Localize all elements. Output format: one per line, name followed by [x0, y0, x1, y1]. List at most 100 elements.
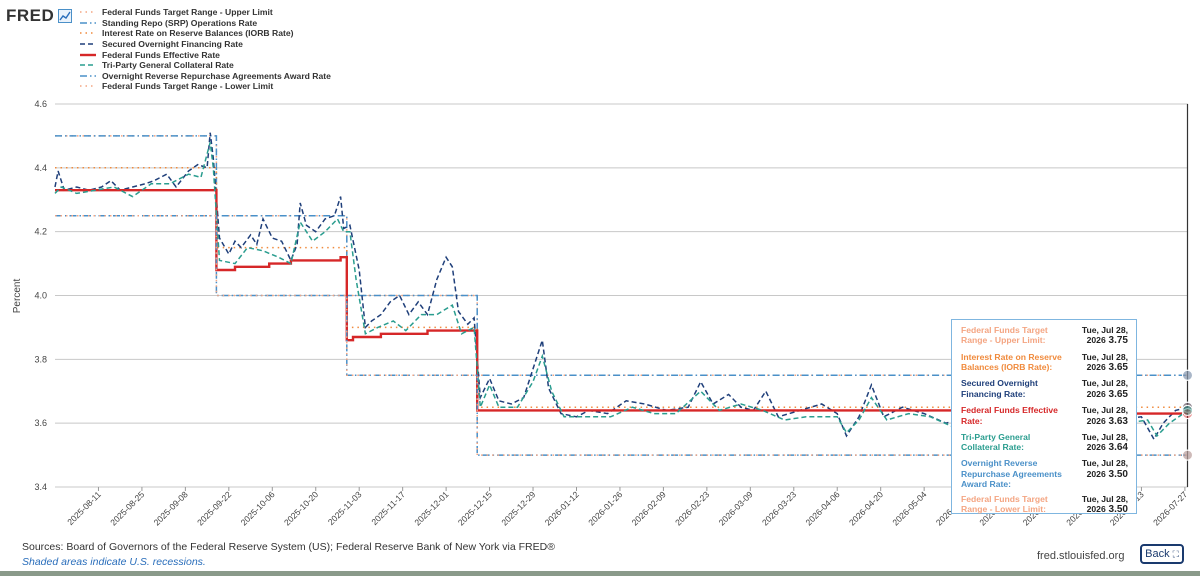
- tooltip-series-name: Secured Overnight Financing Rate:: [961, 378, 1038, 399]
- x-tick-label: 2025-09-08: [152, 489, 190, 527]
- x-tick-label: 2025-08-25: [108, 489, 146, 527]
- tooltip-date: Tue, Jul 28, 2026: [1081, 378, 1128, 399]
- tooltip-value-cell: Tue, Jul 28, 2026 3.64: [1062, 432, 1128, 455]
- x-tick-label: 2026-01-26: [586, 489, 624, 527]
- x-tick-label: 2025-09-22: [195, 489, 233, 527]
- legend-item[interactable]: Secured Overnight Financing Rate: [80, 39, 331, 50]
- site-url[interactable]: fred.stlouisfed.org: [1037, 550, 1125, 562]
- legend-item[interactable]: Interest Rate on Reserve Balances (IORB …: [80, 28, 331, 39]
- legend-label: Federal Funds Target Range - Upper Limit: [102, 7, 273, 18]
- x-tick-label: 2025-12-15: [456, 489, 494, 527]
- x-tick-label: 2025-11-17: [369, 489, 407, 527]
- x-tick-label: 2026-07-27: [1151, 489, 1189, 527]
- back-button[interactable]: Back ⛶: [1140, 544, 1184, 564]
- legend-item[interactable]: Tri-Party General Collateral Rate: [80, 60, 331, 71]
- y-axis-label: Percent: [12, 279, 23, 314]
- x-tick-label: 2026-02-09: [630, 489, 668, 527]
- legend-label: Federal Funds Target Range - Lower Limit: [102, 81, 274, 92]
- tooltip-row: Federal Funds Target Range - Upper Limit…: [961, 325, 1128, 348]
- tooltip-value: 3.65: [1105, 388, 1128, 400]
- legend-item[interactable]: Overnight Reverse Repurchase Agreements …: [80, 71, 331, 82]
- fred-logo[interactable]: FRED: [6, 6, 73, 26]
- line-chart-icon: [58, 9, 73, 23]
- hover-marker-2: [1182, 369, 1193, 381]
- y-tick-label: 4.6: [34, 99, 47, 109]
- x-tick-label: 2025-08-11: [65, 489, 103, 527]
- legend-swatch: [80, 85, 96, 88]
- hover-marker-5: [1182, 408, 1193, 420]
- tooltip-series-name: Federal Funds Target Range - Upper Limit…: [961, 325, 1048, 346]
- tooltip-value-cell: Tue, Jul 28, 2026 3.75: [1062, 325, 1128, 348]
- back-label: Back: [1145, 548, 1170, 560]
- tooltip-date: Tue, Jul 28, 2026: [1081, 458, 1128, 479]
- tooltip-date: Tue, Jul 28, 2026: [1081, 493, 1128, 515]
- x-tick-label: 2026-03-09: [717, 489, 755, 527]
- tooltip-row: Interest Rate on Reserve Balances (IORB …: [961, 352, 1128, 375]
- y-tick-label: 4.4: [34, 163, 47, 173]
- x-tick-label: 2026-01-12: [543, 489, 581, 527]
- y-tick-label: 3.6: [34, 418, 47, 428]
- hover-marker-8: [1182, 449, 1193, 461]
- recession-note[interactable]: Shaded areas indicate U.S. recessions.: [22, 556, 206, 568]
- x-tick-label: 2025-12-01: [412, 489, 450, 527]
- legend-swatch: [80, 64, 96, 67]
- tooltip-series-name: Overnight Reverse Repurchase Agreements …: [961, 458, 1062, 490]
- x-tick-label: 2026-04-06: [803, 489, 841, 527]
- legend-swatch: [80, 53, 96, 56]
- tooltip-value: 3.75: [1105, 335, 1128, 347]
- y-tick-label: 3.8: [34, 354, 47, 364]
- tooltip-value-cell: Tue, Jul 28, 2026 3.50: [1062, 494, 1128, 517]
- tooltip-value: 3.64: [1105, 442, 1128, 454]
- x-tick-label: 2025-11-03: [326, 489, 364, 527]
- x-tick-label: 2026-04-20: [847, 489, 885, 527]
- legend-label: Federal Funds Effective Rate: [102, 49, 220, 60]
- legend-label: Secured Overnight Financing Rate: [102, 39, 243, 50]
- legend-swatch: [80, 32, 96, 35]
- legend-item[interactable]: Federal Funds Target Range - Lower Limit: [80, 81, 331, 92]
- tooltip-value: 3.63: [1105, 415, 1128, 427]
- x-tick-label: 2026-02-23: [673, 489, 711, 527]
- tooltip-date: Tue, Jul 28, 2026: [1081, 325, 1128, 346]
- legend-label: Interest Rate on Reserve Balances (IORB …: [102, 28, 294, 39]
- tooltip-series-name: Interest Rate on Reserve Balances (IORB …: [961, 351, 1062, 373]
- x-tick-label: 2025-12-29: [499, 489, 537, 527]
- legend-label: Standing Repo (SRP) Operations Rate: [102, 17, 258, 28]
- legend-item[interactable]: Federal Funds Effective Rate: [80, 49, 331, 60]
- tooltip-value: 3.65: [1105, 362, 1128, 374]
- legend-label: Overnight Reverse Repurchase Agreements …: [102, 70, 331, 81]
- y-tick-label: 4.0: [34, 291, 47, 301]
- hover-marker-6: [1182, 404, 1193, 416]
- tooltip-series-name: Federal Funds Target Range - Lower Limit…: [961, 493, 1048, 515]
- tooltip-value: 3.50: [1105, 468, 1128, 480]
- tooltip-row: Overnight Reverse Repurchase Agreements …: [961, 458, 1128, 489]
- legend-swatch: [80, 75, 96, 77]
- bottom-bar: [0, 571, 1200, 576]
- legend-item[interactable]: Federal Funds Target Range - Upper Limit: [80, 7, 331, 18]
- collapse-icon: ⛶: [1172, 548, 1179, 559]
- y-tick-label: 3.4: [34, 482, 47, 492]
- x-tick-label: 2026-05-04: [890, 489, 928, 527]
- hover-tooltip: Federal Funds Target Range - Upper Limit…: [951, 319, 1137, 517]
- tooltip-row: Federal Funds Effective Rate: Tue, Jul 28…: [961, 405, 1128, 428]
- tooltip-value-cell: Tue, Jul 28, 2026 3.65: [1062, 352, 1128, 375]
- tooltip-value-cell: Tue, Jul 28, 2026 3.63: [1062, 405, 1128, 428]
- tooltip-date: Tue, Jul 28, 2026: [1081, 431, 1128, 453]
- tooltip-date: Tue, Jul 28, 2026: [1081, 405, 1128, 426]
- tooltip-value-cell: Tue, Jul 28, 2026 3.65: [1062, 378, 1128, 401]
- legend-swatch: [80, 22, 96, 24]
- legend-item[interactable]: Standing Repo (SRP) Operations Rate: [80, 18, 331, 29]
- logo-text: FRED: [6, 6, 55, 25]
- tooltip-series-name: Federal Funds Effective Rate:: [961, 405, 1058, 426]
- legend-label: Tri-Party General Collateral Rate: [102, 60, 234, 71]
- series-line-7: [55, 214, 1188, 456]
- legend-swatch: [80, 11, 96, 14]
- x-tick-label: 2025-10-06: [239, 489, 277, 527]
- tooltip-row: Federal Funds Target Range - Lower Limit…: [961, 494, 1128, 517]
- y-tick-label: 4.2: [34, 227, 47, 237]
- tooltip-row: Tri-Party General Collateral Rate: Tue, J…: [961, 432, 1128, 455]
- tooltip-value: 3.50: [1105, 504, 1128, 516]
- legend-swatch: [80, 43, 96, 45]
- tooltip-row: Secured Overnight Financing Rate: Tue, Ju…: [961, 378, 1128, 401]
- sources-note: Sources: Board of Governors of the Feder…: [22, 541, 555, 553]
